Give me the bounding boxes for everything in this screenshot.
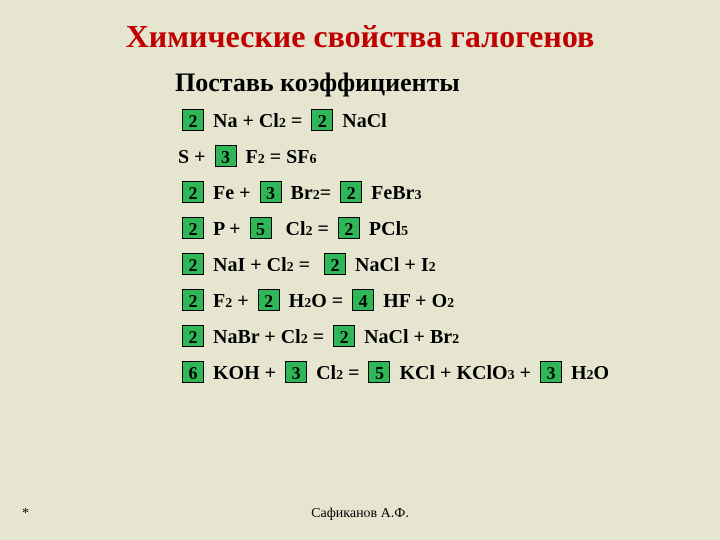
equation-text: Cl bbox=[276, 218, 306, 241]
equation-text: = bbox=[313, 218, 334, 241]
equation-text: NaCl + Br bbox=[359, 326, 452, 349]
equation-text: Fe + bbox=[208, 182, 256, 205]
equation-text: O = bbox=[311, 290, 348, 313]
equation-row: 6 KOH + 3 Cl2 = 5 KCl + KClO3 + 3 H2O bbox=[178, 361, 720, 397]
equation-text: KOH + bbox=[208, 362, 281, 385]
coefficient-box: 2 bbox=[182, 253, 204, 275]
equation-text: O bbox=[594, 362, 610, 385]
coefficient-box: 2 bbox=[324, 253, 346, 275]
slide-title: Химические свойства галогенов bbox=[0, 0, 720, 55]
coefficient-box: 3 bbox=[260, 181, 282, 203]
equation-text: NaCl bbox=[337, 110, 386, 133]
coefficient-box: 5 bbox=[368, 361, 390, 383]
coefficient-box: 2 bbox=[258, 289, 280, 311]
equation-row: 2 Na + Cl2 = 2 NaCl bbox=[178, 109, 720, 145]
equation-text: H bbox=[284, 290, 305, 313]
equation-row: 2 Fe + 3 Br2= 2 FeBr3 bbox=[178, 181, 720, 217]
equation-row: 2 NaBr + Cl2 = 2 NaCl + Br2 bbox=[178, 325, 720, 361]
equation-text: P + bbox=[208, 218, 246, 241]
coefficient-box: 5 bbox=[250, 217, 272, 239]
equation-text: = bbox=[286, 110, 307, 133]
equation-text: S + bbox=[178, 146, 211, 169]
footer-center: Сафиканов А.Ф. bbox=[311, 506, 409, 522]
equation-text: Cl bbox=[311, 362, 336, 385]
equation-text: F bbox=[208, 290, 225, 313]
equation-text: = bbox=[343, 362, 364, 385]
equation-text: H bbox=[566, 362, 587, 385]
equation-text: NaCl + I bbox=[350, 254, 429, 277]
coefficient-box: 3 bbox=[285, 361, 307, 383]
coefficient-box: 2 bbox=[182, 181, 204, 203]
equation-text: + bbox=[515, 362, 536, 385]
equation-text: Na + Cl bbox=[208, 110, 279, 133]
footer-left: * bbox=[22, 506, 29, 522]
slide: Химические свойства галогенов Поставь ко… bbox=[0, 0, 720, 540]
equation-text: = SF bbox=[265, 146, 310, 169]
equation-text: Br bbox=[286, 182, 313, 205]
equation-text: F bbox=[241, 146, 258, 169]
equation-text: FeBr bbox=[366, 182, 414, 205]
equation-text: = bbox=[320, 182, 336, 205]
coefficient-box: 3 bbox=[215, 145, 237, 167]
coefficient-box: 2 bbox=[340, 181, 362, 203]
coefficient-box: 3 bbox=[540, 361, 562, 383]
slide-subtitle: Поставь коэффициенты bbox=[175, 69, 720, 98]
coefficient-box: 2 bbox=[182, 217, 204, 239]
coefficient-box: 4 bbox=[352, 289, 374, 311]
equation-text: NaBr + Cl bbox=[208, 326, 301, 349]
coefficient-box: 2 bbox=[182, 289, 204, 311]
equation-text: = bbox=[308, 326, 329, 349]
equation-text: KCl + KClO bbox=[394, 362, 507, 385]
equation-row: 2 P + 5 Cl2 = 2 PCl5 bbox=[178, 217, 720, 253]
coefficient-box: 2 bbox=[311, 109, 333, 131]
coefficient-box: 6 bbox=[182, 361, 204, 383]
coefficient-box: 2 bbox=[338, 217, 360, 239]
equation-text: NaI + Cl bbox=[208, 254, 287, 277]
equation-text: + bbox=[232, 290, 253, 313]
equation-text: PCl bbox=[364, 218, 401, 241]
coefficient-box: 2 bbox=[182, 325, 204, 347]
equation-row: 2 NaI + Cl2 = 2 NaCl + I2 bbox=[178, 253, 720, 289]
coefficient-box: 2 bbox=[182, 109, 204, 131]
equation-text: HF + O bbox=[378, 290, 447, 313]
coefficient-box: 2 bbox=[333, 325, 355, 347]
equation-row: 2 F2 + 2 H2O = 4 HF + O2 bbox=[178, 289, 720, 325]
equation-list: 2 Na + Cl2 = 2 NaClS + 3 F2 = SF62 Fe + … bbox=[178, 109, 720, 397]
equation-row: S + 3 F2 = SF6 bbox=[178, 145, 720, 181]
equation-text: = bbox=[294, 254, 320, 277]
